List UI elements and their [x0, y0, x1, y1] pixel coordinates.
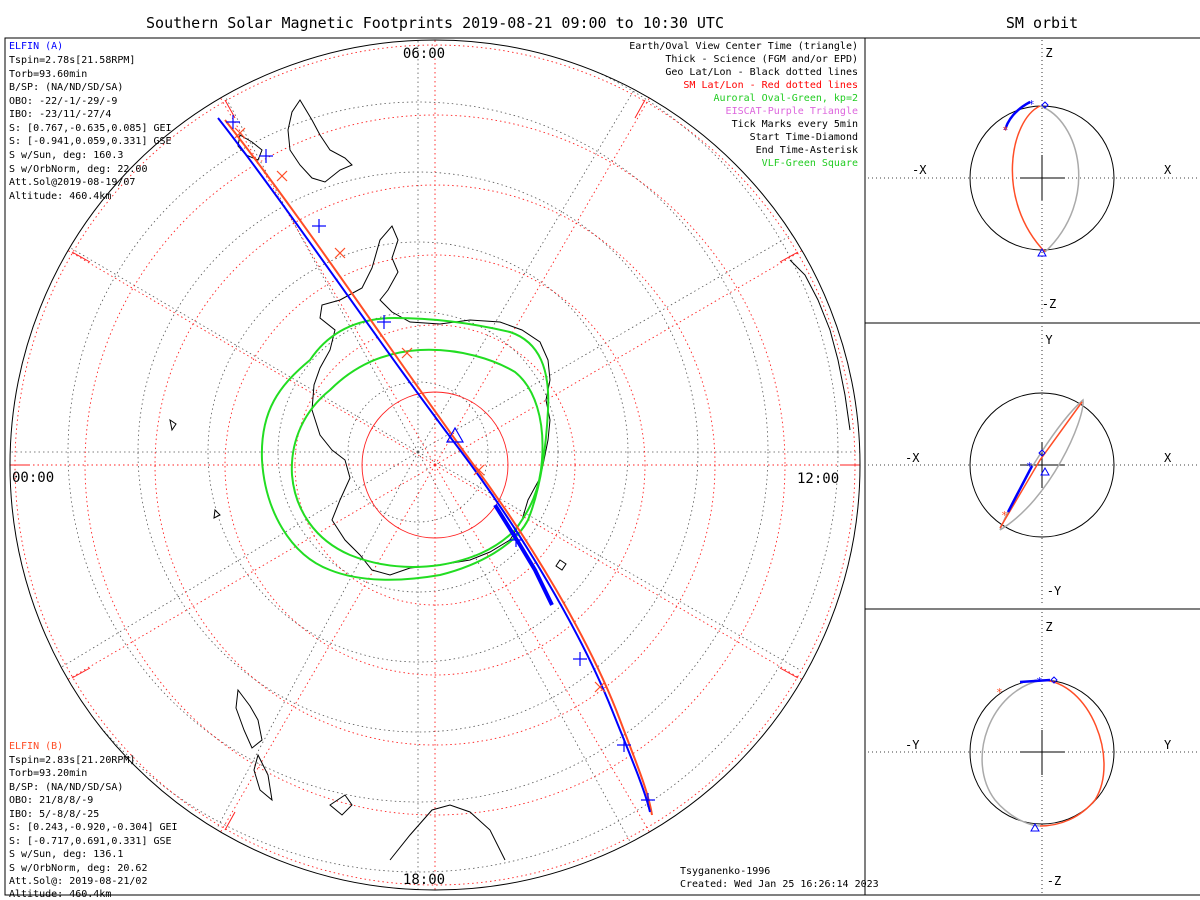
axis-label-top: Z	[1045, 620, 1052, 634]
elfin-a-line: Att.Sol@2019-08-19/07	[9, 177, 135, 188]
hour-label-top: 06:00	[403, 46, 445, 62]
elfin-a-line: B/SP: (NA/ND/SD/SA)	[9, 82, 123, 93]
polar-map	[10, 40, 860, 890]
elfin-a-ticks	[226, 115, 655, 807]
svg-text:*: *	[1036, 675, 1043, 688]
axis-label-right: Y	[1164, 738, 1172, 752]
elfin-b-info: ELFIN (B) Tspin=2.83s[21.20RPM] Torb=93.…	[9, 741, 178, 900]
legend: Earth/Oval View Center Time (triangle) T…	[629, 41, 858, 169]
elfin-b-line: OBO: 21/8/8/-9	[9, 795, 93, 806]
elfin-b-line: Att.Sol@: 2019-08-21/02	[9, 876, 147, 887]
orbit-panel-yz: Z -Z -Y Y * *	[868, 612, 1198, 893]
legend-item: Geo Lat/Lon - Black dotted lines	[665, 67, 858, 78]
elfin-a-line: IBO: -23/11/-27/4	[9, 109, 111, 120]
elfin-a-line: S: [-0.941,0.059,0.331] GSE	[9, 136, 172, 147]
hour-label-right: 12:00	[797, 471, 839, 487]
sm-longitude-grid	[10, 40, 860, 890]
svg-text:*: *	[1028, 98, 1035, 111]
elfin-b-line: S: [0.243,-0.920,-0.304] GEI	[9, 822, 178, 833]
svg-text:*: *	[996, 686, 1003, 699]
elfin-b-line: Tspin=2.83s[21.20RPM]	[9, 755, 135, 766]
elfin-a-line: S: [0.767,-0.635,0.085] GEI	[9, 123, 172, 134]
elfin-b-line: Torb=93.20min	[9, 768, 87, 779]
coastlines	[169, 99, 851, 884]
auroral-oval-outer	[260, 316, 550, 581]
axis-label-bottom: -Z	[1042, 297, 1056, 311]
elfin-a-line: Tspin=2.78s[21.58RPM]	[9, 55, 135, 66]
elfin-b-line: S w/OrbNorm, deg: 20.62	[9, 863, 147, 874]
auroral-oval-inner	[290, 348, 544, 568]
elfin-b-line: S w/Sun, deg: 136.1	[9, 849, 123, 860]
map-boundary-circle	[9, 39, 861, 891]
model-label: Tsyganenko-1996	[680, 866, 770, 877]
svg-text:*: *	[1002, 124, 1009, 137]
hour-label-left: 00:00	[12, 470, 54, 486]
created-timestamp: Created: Wed Jan 25 16:26:14 2023	[680, 879, 879, 890]
elfin-b-line: S: [-0.717,0.691,0.331] GSE	[9, 836, 172, 847]
axis-label-top: Y	[1045, 333, 1053, 347]
geo-longitude-grid	[10, 40, 860, 890]
elfin-a-line: Altitude: 460.4km	[9, 191, 111, 202]
axis-label-right: X	[1164, 451, 1172, 465]
legend-item: Earth/Oval View Center Time (triangle)	[629, 41, 858, 52]
legend-item: EISCAT-Purple Triangle	[726, 106, 858, 117]
elfin-b-line: IBO: 5/-8/8/-25	[9, 809, 99, 820]
hour-label-bottom: 18:00	[403, 872, 445, 888]
elfin-b-line: Altitude: 460.4km	[9, 889, 111, 900]
legend-item: End Time-Asterisk	[756, 145, 858, 156]
elfin-b-name: ELFIN (B)	[9, 741, 63, 752]
elfin-a-name: ELFIN (A)	[9, 41, 63, 52]
axis-label-bottom: -Y	[1047, 584, 1062, 598]
orbit-title: SM orbit	[1006, 14, 1078, 32]
sm-outer-ticks	[10, 99, 860, 831]
axis-label-top: Z	[1045, 46, 1052, 60]
axis-label-left: -X	[905, 451, 920, 465]
elfin-a-info: ELFIN (A) Tspin=2.78s[21.58RPM] Torb=93.…	[9, 41, 172, 202]
axis-label-bottom: -Z	[1047, 874, 1061, 888]
legend-item: Start Time-Diamond	[750, 132, 858, 143]
legend-item: SM Lat/Lon - Red dotted lines	[683, 80, 858, 91]
orbit-panel-xy: Y -Y -X X * *	[868, 326, 1198, 606]
elfin-a-line: OBO: -22/-1/-29/-9	[9, 96, 117, 107]
elfin-b-ticks	[234, 127, 606, 693]
svg-text:*: *	[1001, 509, 1008, 522]
legend-item: Auroral Oval-Green, kp=2	[714, 93, 859, 104]
orbit-panel-xz: Z -Z -X X * *	[868, 40, 1198, 320]
figure-title: Southern Solar Magnetic Footprints 2019-…	[146, 14, 724, 32]
legend-item: VLF-Green Square	[762, 158, 858, 169]
elfin-b-line: B/SP: (NA/ND/SD/SA)	[9, 782, 123, 793]
axis-label-left: -X	[912, 163, 927, 177]
map-frame	[4, 37, 866, 896]
view-center-triangle	[445, 426, 465, 443]
axis-label-left: -Y	[905, 738, 920, 752]
legend-item: Thick - Science (FGM and/or EPD)	[665, 54, 858, 65]
elfin-a-line: Torb=93.60min	[9, 69, 87, 80]
elfin-b-track	[224, 119, 653, 816]
elfin-a-science-segment	[493, 503, 554, 606]
axis-label-right: X	[1164, 163, 1172, 177]
legend-item: Tick Marks every 5min	[732, 119, 858, 130]
svg-text:*: *	[1026, 460, 1033, 473]
elfin-a-line: S w/Sun, deg: 160.3	[9, 150, 123, 161]
elfin-a-line: S w/OrbNorm, deg: 22.00	[9, 164, 147, 175]
